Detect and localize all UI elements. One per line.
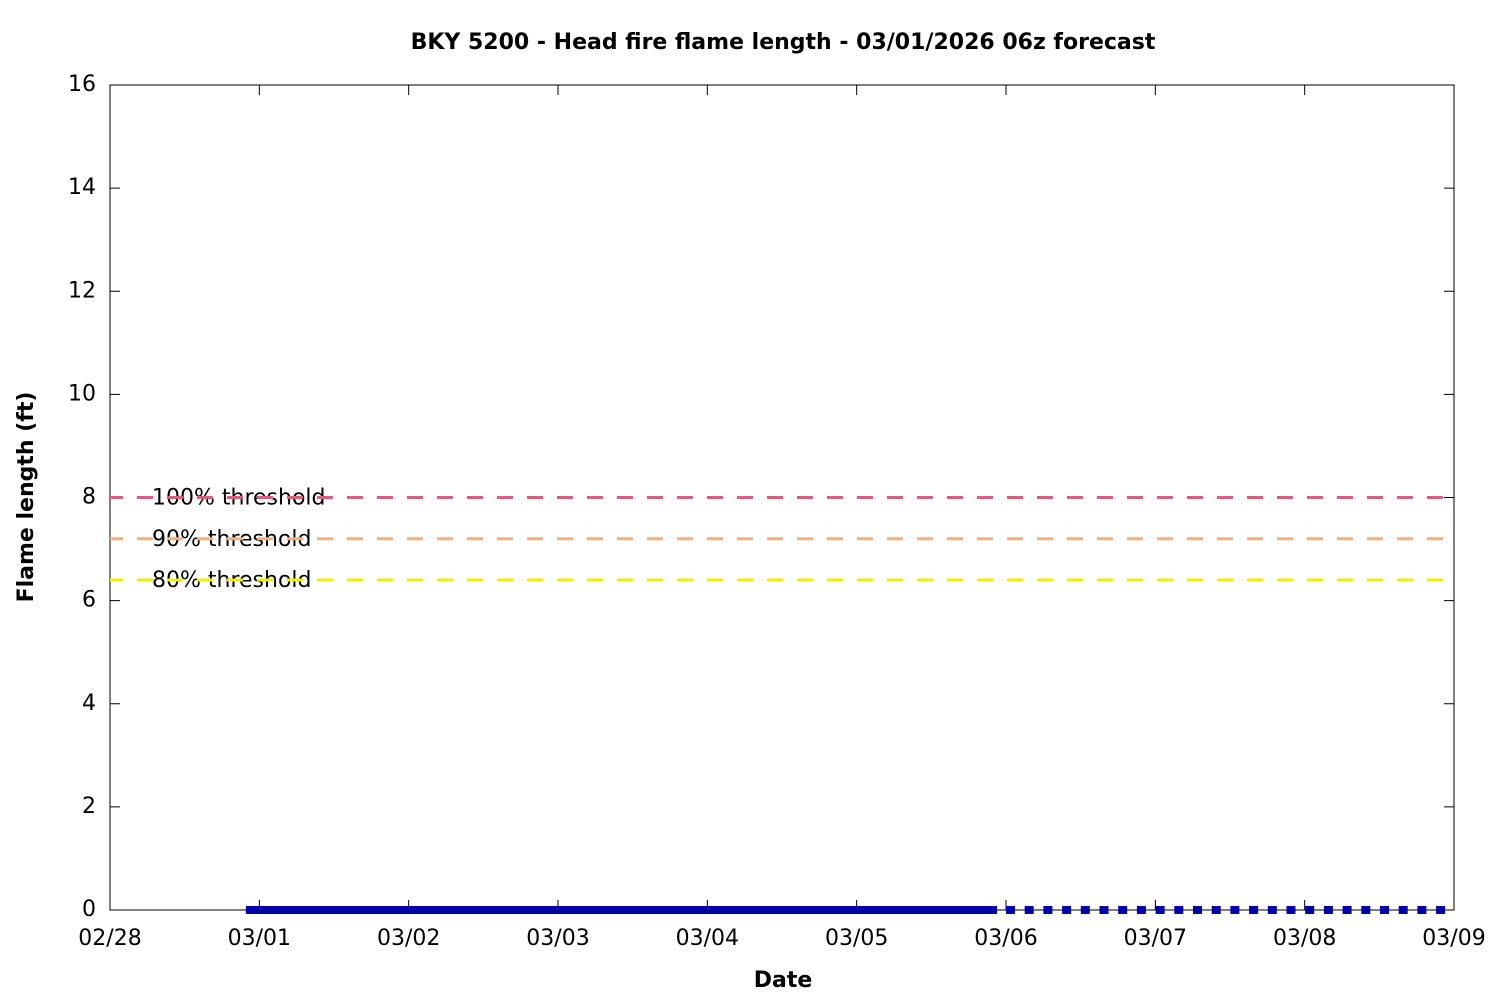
x-tick-label: 03/01 xyxy=(228,926,291,951)
x-tick-label: 03/03 xyxy=(526,926,589,951)
x-tick-label: 03/02 xyxy=(377,926,440,951)
x-tick-label: 03/05 xyxy=(825,926,888,951)
chart-title: BKY 5200 - Head fire flame length - 03/0… xyxy=(411,30,1156,55)
x-tick-label: 03/09 xyxy=(1422,926,1485,951)
y-axis-label: Flame length (ft) xyxy=(14,392,39,603)
y-tick-label: 14 xyxy=(68,175,96,200)
y-tick-label: 6 xyxy=(82,588,96,613)
y-tick-label: 10 xyxy=(68,381,96,406)
y-tick-label: 16 xyxy=(68,72,96,97)
x-axis-label: Date xyxy=(754,968,813,993)
y-tick-label: 8 xyxy=(82,485,96,510)
x-tick-label: 03/07 xyxy=(1124,926,1187,951)
y-tick-label: 4 xyxy=(82,691,96,716)
x-tick-label: 02/28 xyxy=(78,926,141,951)
x-tick-label: 03/08 xyxy=(1273,926,1336,951)
x-tick-label: 03/04 xyxy=(676,926,739,951)
y-tick-label: 2 xyxy=(82,794,96,819)
y-tick-label: 0 xyxy=(82,897,96,922)
y-tick-label: 12 xyxy=(68,278,96,303)
x-tick-label: 03/06 xyxy=(974,926,1037,951)
